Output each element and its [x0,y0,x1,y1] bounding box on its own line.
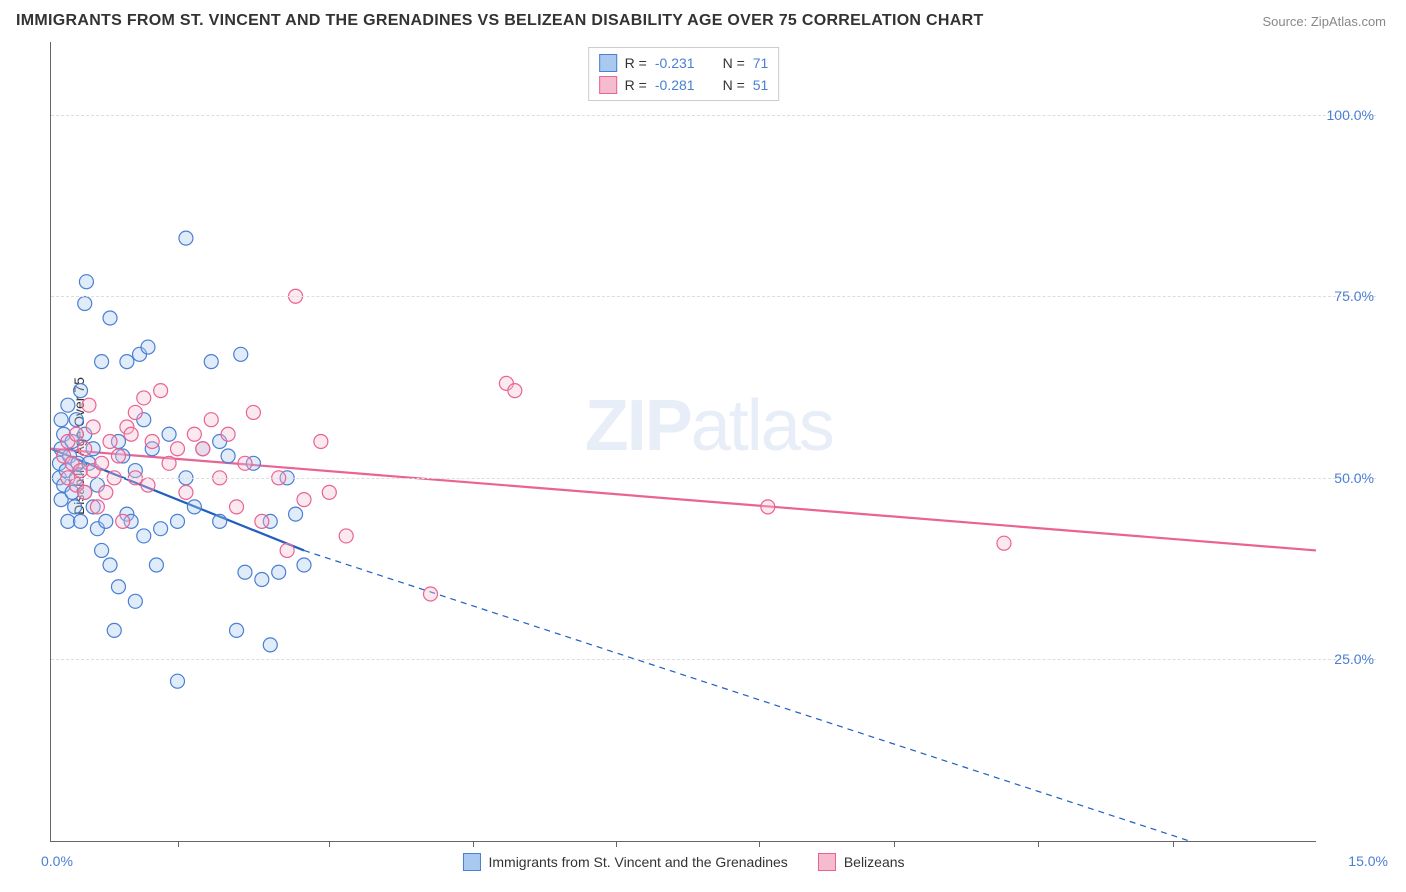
series-legend: Immigrants from St. Vincent and the Gren… [462,853,904,871]
gridline [51,478,1376,479]
x-tick [894,841,895,847]
legend-item-series-0: Immigrants from St. Vincent and the Gren… [462,853,787,871]
x-axis-min-label: 0.0% [41,853,73,869]
legend-item-series-1: Belizeans [818,853,905,871]
x-tick [473,841,474,847]
x-tick [178,841,179,847]
x-tick [1173,841,1174,847]
y-tick-label: 100.0% [1327,107,1374,123]
legend-row-series-0: R = -0.231 N = 71 [599,52,769,74]
x-tick [759,841,760,847]
gridline [51,296,1376,297]
y-tick-label: 75.0% [1334,288,1374,304]
legend-row-series-1: R = -0.281 N = 51 [599,74,769,96]
x-tick [329,841,330,847]
swatch-bottom-1 [818,853,836,871]
chart-plot-area: ZIPatlas R = -0.231 N = 71 R = -0.281 N … [50,42,1316,842]
gridline [51,659,1376,660]
chart-title: IMMIGRANTS FROM ST. VINCENT AND THE GREN… [16,12,984,30]
swatch-series-0 [599,54,617,72]
x-axis-max-label: 15.0% [1348,853,1388,869]
y-tick-label: 50.0% [1334,470,1374,486]
gridline [51,115,1376,116]
swatch-bottom-0 [462,853,480,871]
y-tick-label: 25.0% [1334,651,1374,667]
correlation-legend: R = -0.231 N = 71 R = -0.281 N = 51 [588,47,780,101]
x-tick [616,841,617,847]
swatch-series-1 [599,76,617,94]
scatter-plot-svg [51,42,1316,841]
x-tick [1038,841,1039,847]
source-label: Source: ZipAtlas.com [1262,14,1386,29]
